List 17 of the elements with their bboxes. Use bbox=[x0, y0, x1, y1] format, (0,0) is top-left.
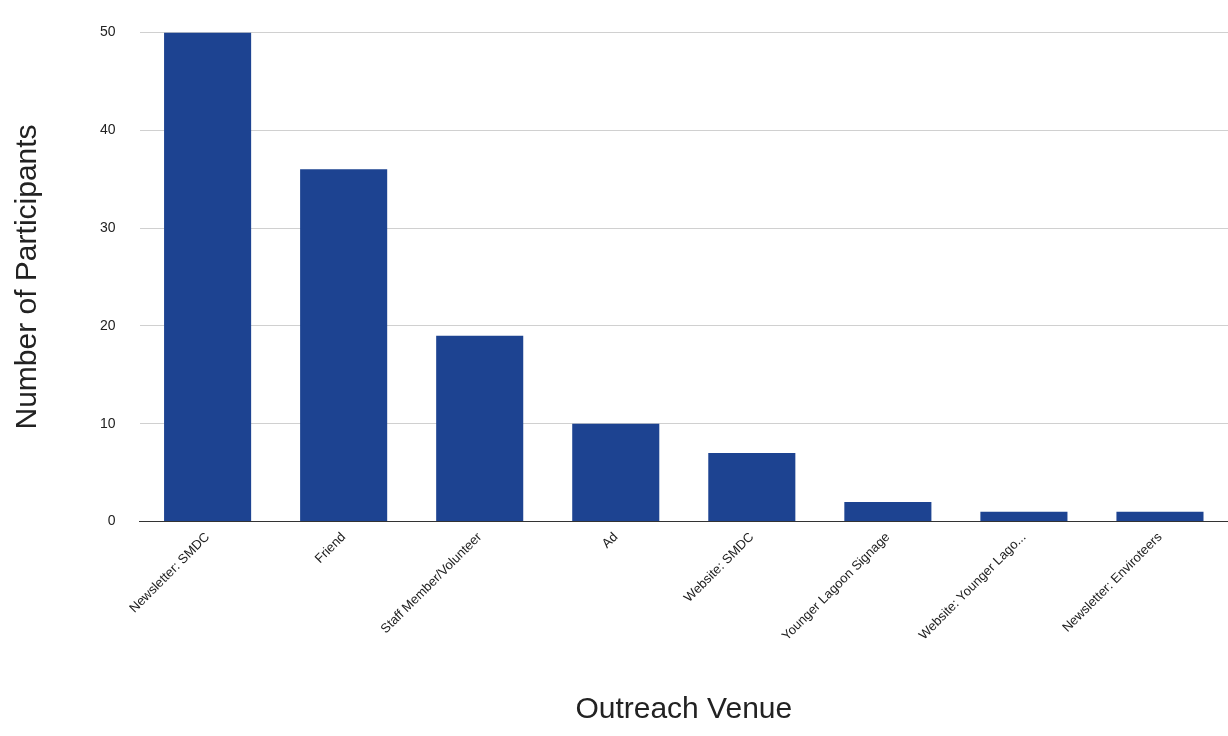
y-tick-label: 50 bbox=[99, 23, 116, 40]
bar bbox=[300, 169, 388, 522]
y-tick-label: 20 bbox=[99, 316, 116, 333]
y-tick-label: 0 bbox=[107, 512, 116, 529]
bar bbox=[844, 501, 932, 522]
y-tick-label: 10 bbox=[99, 414, 116, 431]
bar bbox=[436, 335, 524, 522]
bar bbox=[980, 511, 1068, 522]
y-tick-label: 30 bbox=[99, 218, 116, 235]
bar bbox=[1116, 511, 1204, 522]
x-axis-title: Outreach Venue bbox=[575, 691, 793, 725]
bar bbox=[164, 32, 252, 522]
bar bbox=[572, 423, 660, 522]
y-axis-title: Number of Participants bbox=[9, 124, 43, 430]
x-tick-label: Ad bbox=[598, 529, 621, 551]
bar bbox=[708, 453, 796, 522]
y-tick-label: 40 bbox=[99, 121, 116, 138]
